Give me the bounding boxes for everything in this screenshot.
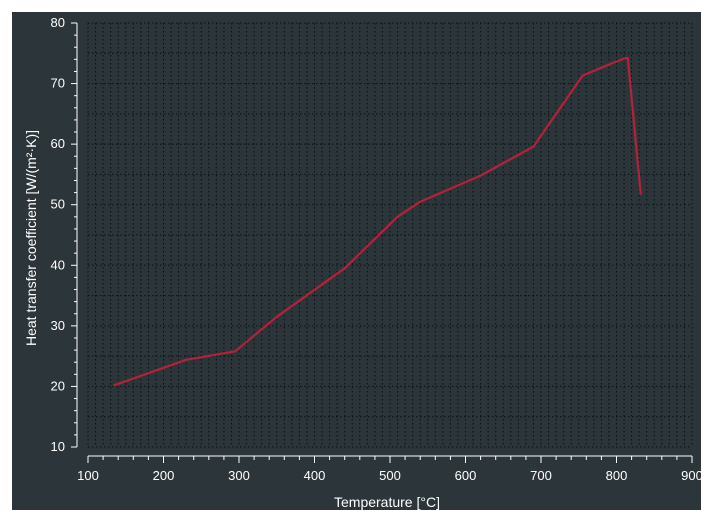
x-tick-label: 300: [228, 468, 250, 483]
x-tick-label: 100: [77, 468, 99, 483]
grid: [87, 22, 693, 448]
x-tick-label: 900: [681, 468, 701, 483]
y-tick-label: 20: [51, 378, 65, 393]
y-tick-label: 10: [51, 439, 65, 454]
axes: [76, 23, 692, 457]
x-tick-label: 800: [606, 468, 628, 483]
y-tick-label: 70: [51, 76, 65, 91]
x-tick-label: 600: [455, 468, 477, 483]
tick-labels: 10 20 30 40 50 60 70 80 100 200 300 400 500 600 700 800…: [51, 15, 701, 483]
y-tick-label: 50: [51, 197, 65, 212]
x-tick-label: 500: [379, 468, 401, 483]
y-tick-label: 30: [51, 318, 65, 333]
x-tick-label: 400: [304, 468, 326, 483]
y-tick-label: 40: [51, 257, 65, 272]
x-axis-title: Temperature [°C]: [334, 494, 440, 510]
y-axis-title: Heat transfer coefficient [W/(m²·K)]: [23, 130, 39, 346]
y-tick-label: 80: [51, 15, 65, 30]
series-line: [113, 56, 642, 387]
y-tick-label: 60: [51, 136, 65, 151]
x-tick-label: 700: [530, 468, 552, 483]
x-tick-label: 200: [153, 468, 175, 483]
series: [113, 56, 642, 387]
